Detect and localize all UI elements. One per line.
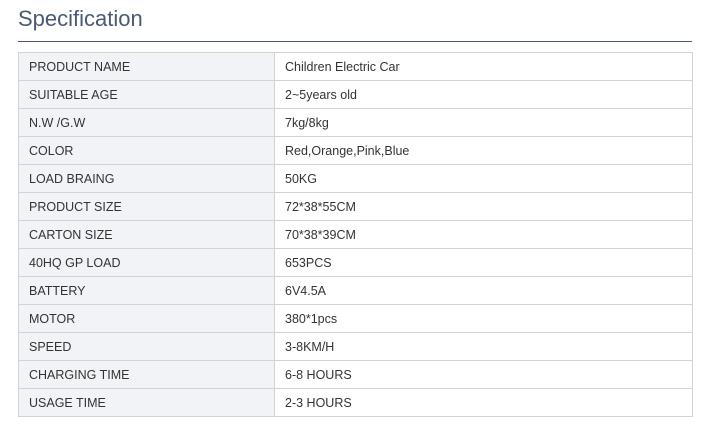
spec-value: 7kg/8kg [274, 108, 693, 137]
spec-value: 6-8 HOURS [274, 360, 693, 389]
table-row: CARTON SIZE 70*38*39CM [18, 220, 693, 249]
spec-value: 6V4.5A [274, 276, 693, 305]
table-row: COLOR Red,Orange,Pink,Blue [18, 136, 693, 165]
spec-label: BATTERY [18, 276, 275, 305]
table-row: BATTERY 6V4.5A [18, 276, 693, 305]
spec-value: 2-3 HOURS [274, 388, 693, 417]
spec-value: Children Electric Car [274, 52, 693, 81]
table-row: SUITABLE AGE 2~5years old [18, 80, 693, 109]
spec-label: CHARGING TIME [18, 360, 275, 389]
table-row: USAGE TIME 2-3 HOURS [18, 388, 693, 417]
title-divider [18, 41, 692, 42]
table-row: PRODUCT SIZE 72*38*55CM [18, 192, 693, 221]
spec-label: LOAD BRAING [18, 164, 275, 193]
section-title: Specification [18, 6, 143, 31]
spec-value: 3-8KM/H [274, 332, 693, 361]
spec-table: PRODUCT NAME Children Electric Car SUITABL… [18, 52, 693, 417]
spec-value: 50KG [274, 164, 693, 193]
table-row: MOTOR 380*1pcs [18, 304, 693, 333]
spec-label: SPEED [18, 332, 275, 361]
spec-label: SUITABLE AGE [18, 80, 275, 109]
spec-value: 2~5years old [274, 80, 693, 109]
spec-label: MOTOR [18, 304, 275, 333]
spec-value: 653PCS [274, 248, 693, 277]
spec-label: USAGE TIME [18, 388, 275, 417]
spec-value: Red,Orange,Pink,Blue [274, 136, 693, 165]
table-row: SPEED 3-8KM/H [18, 332, 693, 361]
spec-label: PRODUCT SIZE [18, 192, 275, 221]
table-row: N.W /G.W 7kg/8kg [18, 108, 693, 137]
spec-value: 72*38*55CM [274, 192, 693, 221]
table-row: CHARGING TIME 6-8 HOURS [18, 360, 693, 389]
spec-label: COLOR [18, 136, 275, 165]
table-row: LOAD BRAING 50KG [18, 164, 693, 193]
table-row: 40HQ GP LOAD 653PCS [18, 248, 693, 277]
spec-label: N.W /G.W [18, 108, 275, 137]
spec-value: 380*1pcs [274, 304, 693, 333]
spec-label: CARTON SIZE [18, 220, 275, 249]
spec-value: 70*38*39CM [274, 220, 693, 249]
spec-label: PRODUCT NAME [18, 52, 275, 81]
table-row: PRODUCT NAME Children Electric Car [18, 52, 693, 81]
spec-label: 40HQ GP LOAD [18, 248, 275, 277]
